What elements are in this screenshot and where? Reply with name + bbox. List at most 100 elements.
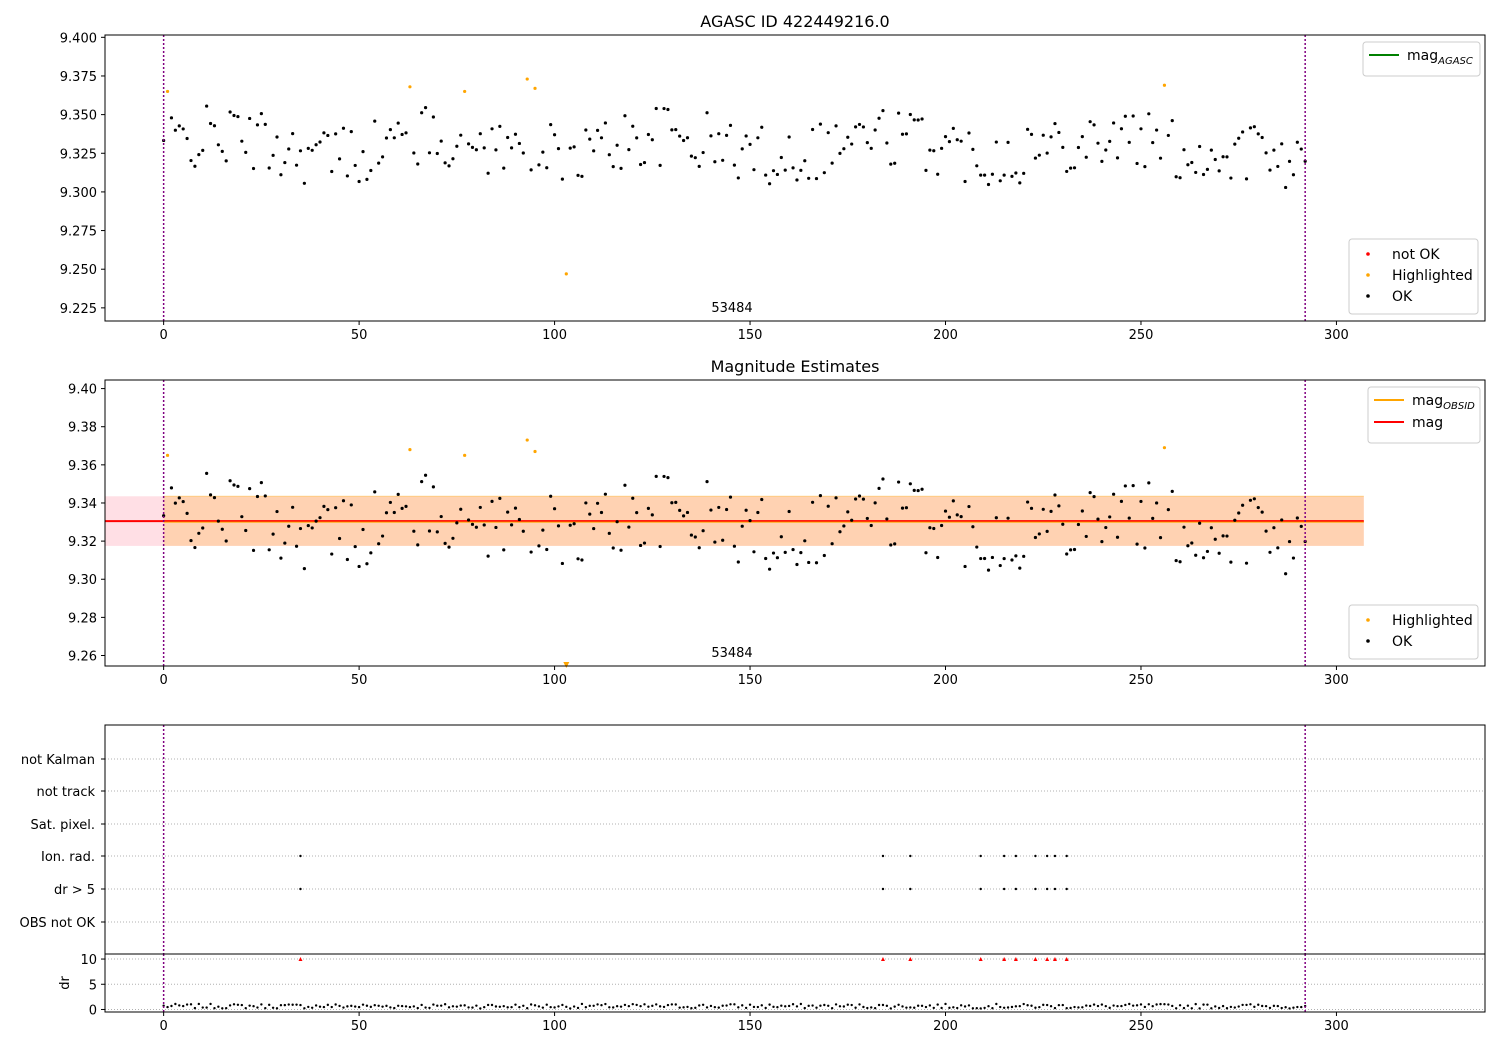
dr-point <box>369 1005 373 1009</box>
dr-point <box>1159 1002 1162 1006</box>
ok-point <box>1139 499 1143 504</box>
highlighted-point <box>463 453 467 457</box>
ok-point <box>1252 497 1256 501</box>
ok-point <box>846 510 850 514</box>
ok-point <box>990 555 995 560</box>
ok-point <box>255 123 260 127</box>
ok-point <box>756 136 760 140</box>
ok-point <box>951 499 955 503</box>
ok-point <box>556 524 561 528</box>
y-tick-label: 9.375 <box>60 70 97 85</box>
ok-point <box>799 551 803 555</box>
dr-point <box>486 1003 490 1007</box>
dr-point <box>475 1004 478 1007</box>
ok-point <box>748 519 752 523</box>
ok-point <box>1088 120 1092 124</box>
dr-point <box>913 1006 916 1009</box>
ok-point <box>377 161 381 165</box>
ok-point <box>1272 148 1276 152</box>
dr-point <box>502 1004 505 1008</box>
ok-point <box>689 533 694 537</box>
ok-point <box>830 542 834 546</box>
dr-gt5-flag <box>909 887 912 891</box>
ok-point <box>384 511 389 515</box>
ok-point <box>807 176 811 180</box>
dr-point <box>576 1006 580 1010</box>
ok-point <box>1237 136 1241 140</box>
dr-point <box>506 1006 509 1009</box>
dr-point <box>318 1005 322 1008</box>
ok-point <box>361 149 365 154</box>
ok-point <box>1209 148 1213 152</box>
ok-point <box>1045 151 1049 155</box>
dr-point <box>807 1004 810 1008</box>
dr-point <box>690 1007 693 1010</box>
ok-point <box>162 514 166 518</box>
y-tick-label: 9.350 <box>60 109 97 124</box>
ok-point <box>1276 164 1280 169</box>
ok-point <box>1280 142 1284 146</box>
ok-point <box>232 483 236 487</box>
ok-point <box>549 494 553 498</box>
ok-point <box>963 179 967 184</box>
ok-point <box>830 161 834 165</box>
ok-point <box>455 144 459 148</box>
dr-gt5-flag <box>881 887 885 891</box>
dr-point <box>662 1005 666 1009</box>
ok-point <box>943 509 948 513</box>
x-tick-label: 300 <box>1324 1019 1349 1034</box>
ok-point <box>588 137 592 141</box>
y-tick-label: 9.225 <box>60 302 97 317</box>
dr-point <box>537 1005 541 1008</box>
dr-point <box>1229 1005 1233 1009</box>
dr-point <box>361 1003 365 1006</box>
ok-point <box>627 525 631 529</box>
ok-point <box>1104 525 1108 530</box>
flag-row-label: not track <box>36 785 95 800</box>
ok-point <box>435 151 439 156</box>
ok-point <box>322 504 326 508</box>
dr-point <box>447 1006 451 1009</box>
y-tick-label: 9.40 <box>68 383 97 398</box>
dr-point <box>228 1004 232 1007</box>
dr-point <box>713 1005 717 1009</box>
ok-point <box>459 133 463 137</box>
dr-point <box>1100 1003 1104 1006</box>
ok-point <box>646 506 650 511</box>
dr-point <box>201 1006 204 1009</box>
dr-point <box>1057 1003 1061 1007</box>
dr-point <box>244 1006 247 1010</box>
ok-point <box>326 508 330 512</box>
dr-point <box>639 1004 642 1008</box>
ok-point <box>302 567 306 571</box>
ok-point <box>568 523 572 527</box>
highlighted-point <box>408 447 412 452</box>
dr-point <box>979 1007 982 1010</box>
ok-point <box>474 148 478 152</box>
ok-point <box>869 523 873 528</box>
ok-point <box>1139 127 1143 131</box>
ok-point <box>459 507 463 511</box>
dr-point <box>248 1004 251 1007</box>
ok-point <box>1287 159 1292 163</box>
dr-point <box>674 1003 677 1006</box>
dr-point <box>920 1004 924 1008</box>
ok-point <box>940 523 944 528</box>
ok-point <box>517 141 521 146</box>
dr-point <box>866 1006 869 1010</box>
ok-point <box>205 104 209 108</box>
ion-rad-flag <box>299 854 302 858</box>
ok-point <box>1123 114 1127 118</box>
ok-point <box>482 146 486 150</box>
ok-point <box>197 531 201 535</box>
dr-point <box>1268 1006 1272 1010</box>
ok-point <box>1065 169 1069 174</box>
dr-point <box>592 1004 595 1007</box>
ok-point <box>623 483 627 487</box>
ok-point <box>650 513 654 517</box>
ok-point <box>908 482 912 486</box>
ok-point <box>337 157 342 161</box>
ok-point <box>177 496 181 500</box>
ok-point <box>674 500 678 504</box>
dr-point <box>545 1003 548 1006</box>
